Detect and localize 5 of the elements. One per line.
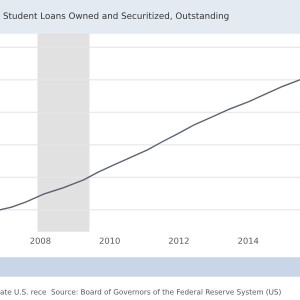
x-tick-label: 2010 xyxy=(100,238,120,244)
x-tick-label: 2012 xyxy=(168,238,189,244)
x-tick-label: 2008 xyxy=(30,238,50,244)
x-tick-label: 2014 xyxy=(238,238,258,244)
chart-title: Student Loans Owned and Securitized, Outstanding xyxy=(4,12,228,21)
